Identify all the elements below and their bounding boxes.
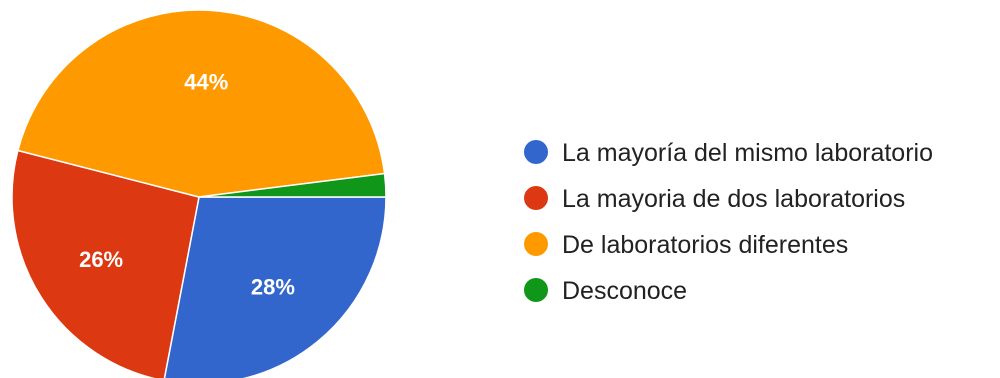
- pie-slice-la-mayoria-de-dos-laboratorios: [11, 149, 200, 378]
- legend-item-la-mayoria-de-dos-laboratorios: La mayoria de dos laboratorios: [524, 185, 905, 213]
- legend-swatch-de-laboratorios-diferentes: [524, 232, 548, 256]
- legend-item-la-mayoria-del-mismo-laboratorio: La mayoría del mismo laboratorio: [524, 139, 933, 167]
- legend-swatch-la-mayoria-del-mismo-laboratorio: [524, 140, 548, 164]
- slice-label-la-mayoria-de-dos-laboratorios: 26%: [79, 247, 123, 272]
- pie-slice-la-mayoria-del-mismo-laboratorio: [163, 196, 387, 378]
- legend-item-de-laboratorios-diferentes: De laboratorios diferentes: [524, 231, 848, 259]
- legend-label-desconoce: Desconoce: [562, 277, 687, 305]
- legend-swatch-la-mayoria-de-dos-laboratorios: [524, 186, 548, 210]
- legend-label-de-laboratorios-diferentes: De laboratorios diferentes: [562, 231, 848, 259]
- chart-legend: La mayoría del mismo laboratorio La mayor…: [524, 139, 933, 305]
- pie-slice-labels: 28% 26% 44%: [79, 69, 295, 299]
- slice-label-la-mayoria-del-mismo-laboratorio: 28%: [251, 274, 295, 299]
- legend-label-la-mayoria-de-dos-laboratorios: La mayoria de dos laboratorios: [562, 185, 905, 213]
- legend-swatch-desconoce: [524, 278, 548, 302]
- pie-slice-de-laboratorios-diferentes: [16, 9, 386, 198]
- legend-label-la-mayoria-del-mismo-laboratorio: La mayoría del mismo laboratorio: [562, 139, 933, 167]
- slice-label-de-laboratorios-diferentes: 44%: [184, 69, 228, 94]
- pie-slice-desconoce: [198, 172, 387, 198]
- legend-item-desconoce: Desconoce: [524, 277, 687, 305]
- pie-slices: [11, 9, 387, 378]
